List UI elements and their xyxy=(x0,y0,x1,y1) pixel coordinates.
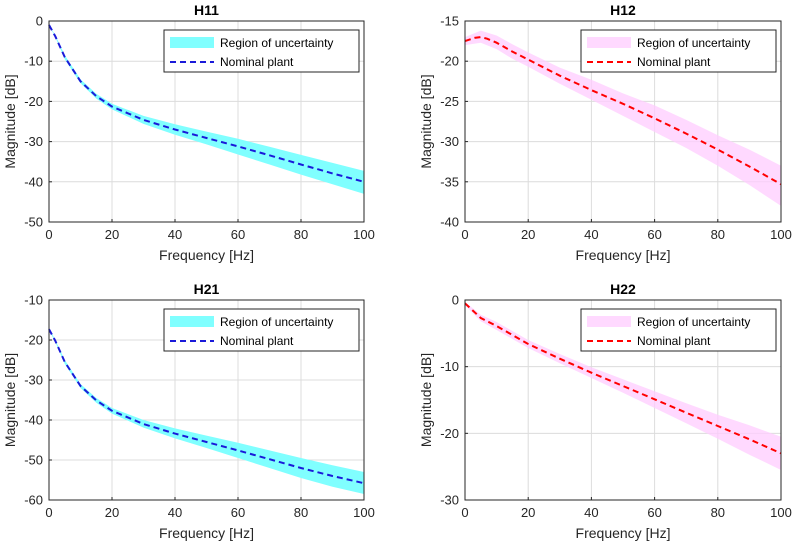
nominal-plant-line xyxy=(464,36,782,186)
nominal-plant-line xyxy=(48,24,365,183)
x-axis-label: Frequency [Hz] xyxy=(159,247,254,263)
axes-frame xyxy=(48,20,365,223)
x-tick-label: 60 xyxy=(231,505,245,520)
axes-frame xyxy=(464,299,782,501)
y-tick-label: -30 xyxy=(440,493,459,508)
uncertainty-band xyxy=(465,30,781,206)
subplot-h21: 0 20 40 60 80 100 -10 -20 -30 -40 -50 -60 Frequency … xyxy=(2,281,375,541)
x-tick-label: 20 xyxy=(521,505,535,520)
subplot-h12: 0 20 40 60 80 100 -15 -20 -25 -30 -35 -40 Frequency … xyxy=(418,2,792,263)
legend-band-swatch xyxy=(587,316,631,327)
legend-label: Nominal plant xyxy=(220,55,294,69)
x-axis-label: Frequency [Hz] xyxy=(576,247,671,263)
legend-label: Nominal plant xyxy=(637,334,711,348)
legend-band-swatch xyxy=(587,37,631,48)
x-tick-label: 20 xyxy=(105,505,119,520)
subplot-title: H22 xyxy=(610,281,636,297)
x-axis-label: Frequency [Hz] xyxy=(576,525,671,541)
subplot-title: H21 xyxy=(194,281,220,297)
y-tick-label: -25 xyxy=(440,94,459,109)
y-tick-label: -50 xyxy=(24,215,43,230)
subplot-title: H11 xyxy=(194,2,219,18)
y-tick-label: -40 xyxy=(24,174,43,189)
y-tick-label: -15 xyxy=(440,14,459,29)
y-tick-label: -20 xyxy=(440,54,459,69)
legend: Region of uncertainty Nominal plant xyxy=(163,308,360,352)
x-tick-label: 0 xyxy=(461,505,468,520)
x-tick-label: 100 xyxy=(770,227,792,242)
y-axis-label: Magnitude [dB] xyxy=(418,353,434,447)
y-tick-label: -30 xyxy=(440,134,459,149)
y-tick-label: -40 xyxy=(24,413,43,428)
y-axis-label: Magnitude [dB] xyxy=(2,74,18,168)
y-tick-label: -10 xyxy=(24,54,43,69)
legend-band-swatch xyxy=(170,37,214,48)
y-axis-label: Magnitude [dB] xyxy=(2,353,18,447)
legend-label: Region of uncertainty xyxy=(637,36,750,50)
x-tick-label: 20 xyxy=(105,227,119,242)
axes-frame xyxy=(48,299,365,501)
x-tick-label: 80 xyxy=(711,505,725,520)
subplot-title: H12 xyxy=(610,2,636,18)
nominal-plant-line xyxy=(48,328,365,485)
legend-label: Region of uncertainty xyxy=(220,36,333,50)
y-tick-label: -10 xyxy=(24,293,43,308)
x-tick-label: 20 xyxy=(521,227,535,242)
subplot-h11: 0 20 40 60 80 100 0 -10 -20 -30 -40 -50 Frequency [H… xyxy=(2,2,375,263)
x-tick-label: 40 xyxy=(584,505,598,520)
uncertainty-band xyxy=(465,302,781,470)
subplot-h22: 0 20 40 60 80 100 0 -10 -20 -30 Frequency [Hz] Magn… xyxy=(418,281,792,541)
legend-band-swatch xyxy=(170,316,214,327)
x-tick-label: 100 xyxy=(353,505,375,520)
y-tick-label: -40 xyxy=(440,215,459,230)
x-tick-label: 60 xyxy=(231,227,245,242)
y-tick-label: -20 xyxy=(24,94,43,109)
legend-label: Nominal plant xyxy=(220,334,294,348)
y-axis-label: Magnitude [dB] xyxy=(418,74,434,168)
y-tick-label: -20 xyxy=(440,426,459,441)
x-tick-label: 100 xyxy=(353,227,375,242)
uncertainty-band xyxy=(49,25,364,194)
y-tick-label: -60 xyxy=(24,493,43,508)
axes-frame xyxy=(464,20,782,223)
y-tick-label: -50 xyxy=(24,453,43,468)
y-tick-label: -35 xyxy=(440,174,459,189)
legend: Region of uncertainty Nominal plant xyxy=(163,29,360,73)
x-tick-label: 80 xyxy=(294,227,308,242)
y-tick-label: 0 xyxy=(452,293,459,308)
legend-label: Region of uncertainty xyxy=(637,315,750,329)
x-tick-label: 80 xyxy=(294,505,308,520)
legend: Region of uncertainty Nominal plant xyxy=(580,308,777,352)
x-tick-label: 60 xyxy=(647,505,661,520)
x-tick-label: 0 xyxy=(461,227,468,242)
x-tick-label: 100 xyxy=(770,505,792,520)
legend-label: Nominal plant xyxy=(637,55,711,69)
x-tick-label: 80 xyxy=(711,227,725,242)
nominal-plant-line xyxy=(464,302,782,455)
x-tick-label: 40 xyxy=(168,505,182,520)
y-tick-label: -20 xyxy=(24,333,43,348)
y-tick-label: -10 xyxy=(440,359,459,374)
x-tick-label: 0 xyxy=(45,505,52,520)
x-tick-label: 0 xyxy=(45,227,52,242)
x-tick-label: 60 xyxy=(647,227,661,242)
y-tick-label: -30 xyxy=(24,134,43,149)
x-tick-label: 40 xyxy=(584,227,598,242)
legend-label: Region of uncertainty xyxy=(220,315,333,329)
y-tick-label: 0 xyxy=(36,14,43,29)
x-axis-label: Frequency [Hz] xyxy=(159,525,254,541)
x-tick-label: 40 xyxy=(168,227,182,242)
legend: Region of uncertainty Nominal plant xyxy=(580,29,777,73)
y-tick-label: -30 xyxy=(24,373,43,388)
